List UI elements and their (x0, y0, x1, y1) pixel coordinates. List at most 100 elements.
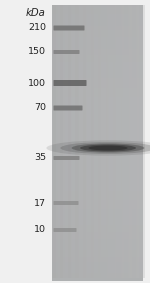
Bar (113, 5, 115, 278)
Bar (52, 191, 143, 194)
Bar (52, 138, 143, 141)
Bar (74, 5, 75, 278)
FancyBboxPatch shape (54, 106, 82, 110)
Bar (78, 5, 80, 278)
Bar (62, 5, 64, 278)
Bar (52, 214, 143, 216)
Bar (52, 62, 143, 65)
Ellipse shape (88, 145, 128, 151)
Bar (132, 5, 133, 278)
Bar (52, 58, 143, 61)
Bar (137, 5, 139, 278)
Bar (52, 39, 143, 42)
Bar (87, 5, 88, 278)
Bar (52, 147, 143, 150)
Bar (52, 205, 143, 207)
Bar (52, 33, 143, 35)
Bar (52, 134, 143, 136)
Bar (52, 122, 143, 125)
Bar (52, 223, 143, 226)
Bar (52, 244, 143, 246)
Bar (52, 53, 143, 56)
Bar (52, 267, 143, 269)
Bar (112, 5, 114, 278)
Bar (52, 262, 143, 265)
Bar (52, 193, 143, 196)
Bar (52, 248, 143, 251)
Bar (106, 5, 108, 278)
Bar (52, 271, 143, 274)
Text: 70: 70 (34, 104, 46, 113)
Bar (52, 154, 143, 157)
Bar (52, 67, 143, 70)
Bar (52, 207, 143, 210)
Bar (52, 177, 143, 180)
Bar (89, 5, 90, 278)
Bar (135, 5, 136, 278)
Bar (52, 124, 143, 127)
Bar (57, 5, 58, 278)
Bar (52, 202, 143, 205)
Bar (91, 5, 93, 278)
Bar (70, 5, 72, 278)
Bar (52, 172, 143, 175)
Bar (52, 188, 143, 191)
Bar (84, 5, 86, 278)
Bar (58, 5, 59, 278)
Bar (52, 104, 143, 106)
Bar (52, 182, 143, 185)
Bar (141, 5, 142, 278)
FancyBboxPatch shape (54, 50, 80, 54)
Bar (52, 72, 143, 74)
Bar (52, 101, 143, 104)
Bar (93, 5, 95, 278)
Bar (72, 5, 73, 278)
Bar (52, 87, 143, 90)
Bar (52, 156, 143, 159)
Bar (52, 92, 143, 95)
Bar (122, 5, 124, 278)
Bar (88, 5, 89, 278)
Bar (52, 136, 143, 139)
Bar (114, 5, 116, 278)
Bar (90, 5, 92, 278)
Bar (95, 5, 96, 278)
Bar (119, 5, 120, 278)
Bar (105, 5, 107, 278)
Bar (142, 5, 144, 278)
Bar (52, 49, 143, 51)
Bar (52, 30, 143, 33)
FancyBboxPatch shape (54, 228, 76, 232)
Bar (52, 35, 143, 38)
Bar (127, 5, 129, 278)
Text: 100: 100 (28, 78, 46, 87)
Bar (52, 161, 143, 164)
Bar (60, 5, 62, 278)
Ellipse shape (60, 142, 150, 154)
Bar (52, 69, 143, 72)
Bar (53, 5, 55, 278)
Bar (52, 127, 143, 129)
Bar (52, 83, 143, 86)
Bar (52, 196, 143, 198)
Bar (92, 5, 94, 278)
Bar (52, 42, 143, 44)
Bar (130, 5, 132, 278)
Bar (52, 23, 143, 26)
Bar (52, 21, 143, 24)
Bar (52, 159, 143, 162)
Bar (52, 221, 143, 223)
Bar (104, 5, 105, 278)
Bar (128, 5, 130, 278)
Bar (52, 129, 143, 132)
Bar (52, 250, 143, 253)
Bar (52, 209, 143, 212)
Bar (52, 37, 143, 40)
Bar (143, 5, 145, 278)
Bar (52, 111, 143, 113)
Bar (52, 184, 143, 187)
Bar (52, 149, 143, 152)
Bar (118, 5, 119, 278)
Bar (52, 117, 143, 120)
Bar (63, 5, 65, 278)
